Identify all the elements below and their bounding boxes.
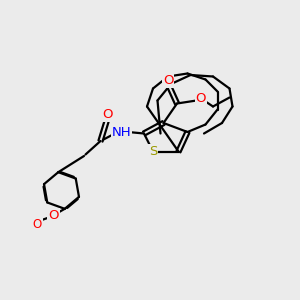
Text: NH: NH (112, 125, 131, 139)
Text: O: O (33, 218, 42, 231)
Text: O: O (196, 92, 206, 106)
Text: S: S (149, 145, 157, 158)
Text: O: O (48, 209, 58, 222)
Text: O: O (102, 108, 113, 122)
Text: O: O (163, 74, 173, 87)
